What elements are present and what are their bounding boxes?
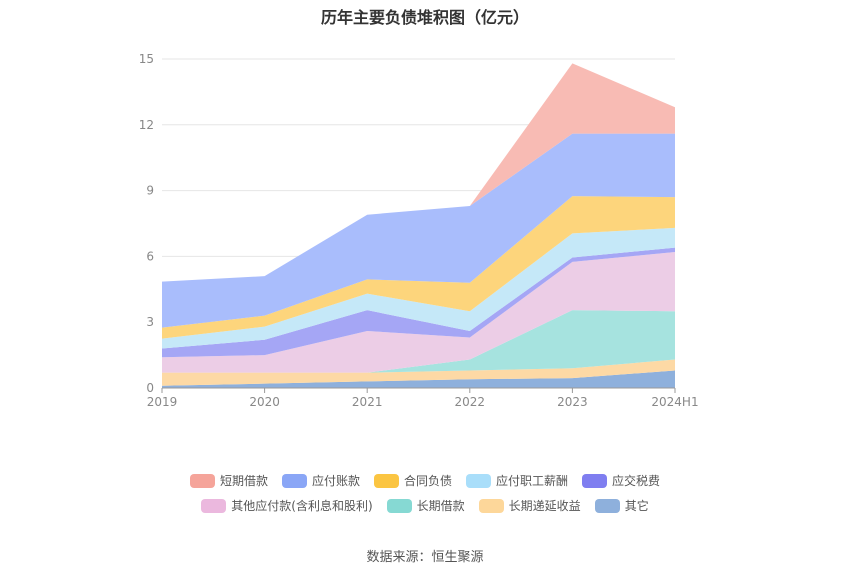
- area-series-其它: [162, 370, 675, 388]
- legend-swatch: [466, 473, 491, 488]
- area-series-短期借款: [162, 63, 675, 282]
- axes: 0 3 6 9 12 15 2019 2020 2021 2022 2023 2024H1: [139, 52, 699, 409]
- y-tick-label: 3: [146, 315, 154, 329]
- legend-item[interactable]: 应付职工薪酬: [466, 472, 568, 489]
- legend-label: 应付职工薪酬: [496, 474, 569, 488]
- x-tick-label: 2020: [249, 395, 280, 409]
- legend-item[interactable]: 其它: [594, 497, 649, 514]
- legend-swatch: [281, 473, 307, 488]
- area-series-长期借款: [162, 310, 675, 373]
- area-series-其他应付款(含利息和股利): [162, 252, 675, 373]
- x-tick-label: 2021: [352, 395, 383, 409]
- legend-label: 长期借款: [416, 499, 465, 513]
- legend-item[interactable]: 长期借款: [386, 497, 465, 514]
- area-series-应付职工薪酬: [162, 227, 675, 349]
- chart-title: 历年主要负债堆积图（亿元）: [320, 8, 529, 27]
- area-series-应交税费: [162, 247, 675, 358]
- legend: 短期借款 应付账款 合同负债 应付职工薪酬 应交税费 其他应付款(含利息和股利) 长期借款…: [0, 472, 850, 522]
- legend-item[interactable]: 应交税费: [582, 472, 660, 489]
- legend-label: 短期借款: [219, 474, 268, 488]
- legend-swatch: [386, 498, 412, 513]
- legend-label: 长期递延收益: [508, 499, 581, 513]
- data-source: 数据来源：恒生聚源: [366, 550, 484, 565]
- x-tick-label: 2022: [455, 395, 486, 409]
- area-series: [162, 63, 675, 388]
- legend-swatch: [594, 498, 620, 513]
- legend-row: 其他应付款(含利息和股利) 长期借款 长期递延收益 其它: [0, 497, 850, 514]
- legend-row: 短期借款 应付账款 合同负债 应付职工薪酬 应交税费: [0, 472, 850, 489]
- legend-label: 其他应付款(含利息和股利): [231, 499, 373, 513]
- legend-item[interactable]: 应付账款: [281, 472, 360, 489]
- legend-label: 应交税费: [612, 474, 661, 488]
- y-tick-label: 0: [146, 381, 154, 395]
- legend-swatch: [478, 498, 504, 513]
- x-tick-label: 2023: [557, 395, 588, 409]
- legend-item[interactable]: 长期递延收益: [478, 497, 581, 514]
- legend-item[interactable]: 合同负债: [373, 472, 452, 489]
- y-tick-label: 9: [146, 184, 154, 198]
- x-tick-label: 2024H1: [651, 395, 698, 409]
- area-series-合同负债: [162, 196, 675, 339]
- legend-swatch: [373, 473, 399, 488]
- legend-label: 其它: [624, 499, 649, 513]
- legend-item[interactable]: 其他应付款(含利息和股利): [201, 497, 373, 514]
- legend-swatch: [189, 473, 215, 488]
- y-tick-label: 12: [139, 118, 154, 132]
- area-series-应付账款: [162, 133, 675, 328]
- legend-swatch: [201, 498, 227, 513]
- stacked-area-chart: 0 3 6 9 12 15 2019 2020 2021 2022 2023 2024H1: [139, 52, 699, 409]
- y-tick-label: 15: [139, 52, 154, 66]
- legend-label: 合同负债: [403, 474, 452, 488]
- y-tick-label: 6: [146, 249, 154, 263]
- x-tick-label: 2019: [147, 395, 178, 409]
- area-series-长期递延收益: [162, 359, 675, 386]
- legend-swatch: [582, 473, 608, 488]
- legend-label: 应付账款: [311, 474, 360, 488]
- legend-item[interactable]: 短期借款: [189, 472, 268, 489]
